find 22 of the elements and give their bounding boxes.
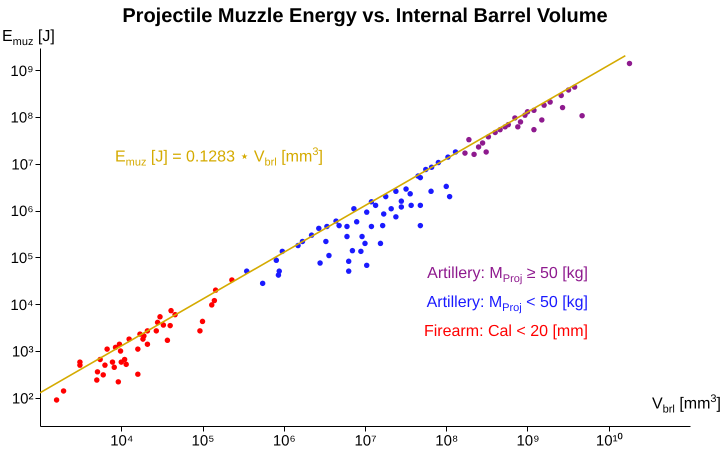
x-axis-title: V$_{brl}$ [mm$^{3}$] xyxy=(652,393,721,416)
y-tick-label: 10⁵ xyxy=(10,250,34,267)
y-tick-label: 10² xyxy=(12,390,34,408)
y-tick-label: 10⁶ xyxy=(10,203,34,220)
x-tick-label: 10⁸ xyxy=(435,432,458,450)
x-tick-label: 10⁹ xyxy=(516,432,540,450)
x-tick-label: 10⁵ xyxy=(192,432,214,450)
y-tick-label: 10³ xyxy=(12,344,34,361)
text: Artillery: M$_{Proj}$ < 50 [kg] xyxy=(426,293,588,316)
y-tick-label: 10⁴ xyxy=(10,296,34,314)
x-tick-label: 10¹⁰ xyxy=(596,432,623,450)
y-tick-label: 10⁸ xyxy=(10,110,34,127)
y-tick-label: 10⁹ xyxy=(10,62,34,80)
x-tick-label: 10⁷ xyxy=(354,432,377,450)
text: Artillery: M$_{Proj}$ ≥ 50 [kg] xyxy=(426,264,588,288)
x-tick-label: 10⁴ xyxy=(110,432,134,450)
x-tick-label: 10⁶ xyxy=(272,432,296,450)
text: E$_{muz}$ [J] = 0.1283 ⋆ V$_{brl}$ [mm$^{3}$] xyxy=(115,146,323,169)
text: Firearm: Cal < 20 [mm] xyxy=(424,322,588,342)
chart-title: Projectile Muzzle Energy vs. Internal Barrel Volume xyxy=(122,5,608,27)
y-axis-title: E$_{muz}$ [J] xyxy=(2,28,55,48)
y-tick-label: 10⁷ xyxy=(11,156,34,174)
